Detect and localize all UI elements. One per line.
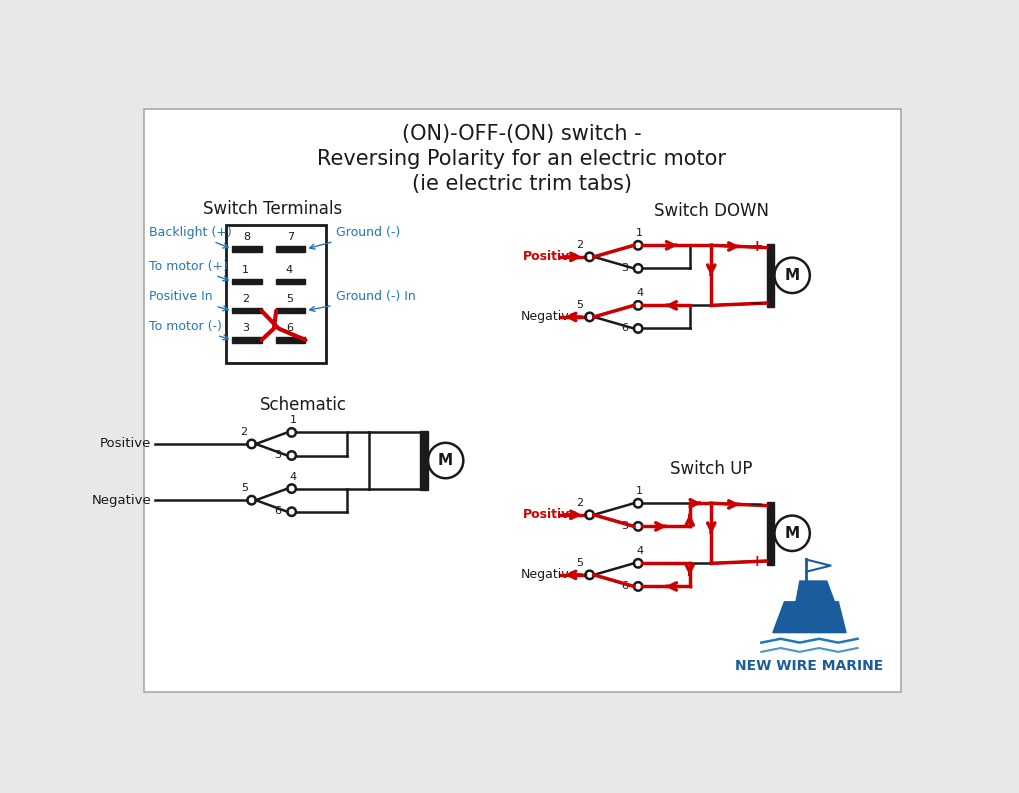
Text: 7: 7 xyxy=(287,232,294,242)
Text: +: + xyxy=(750,554,763,569)
Bar xyxy=(276,308,306,313)
Bar xyxy=(276,279,306,284)
Text: 1: 1 xyxy=(636,228,643,239)
Text: 5: 5 xyxy=(577,558,584,568)
Text: 6: 6 xyxy=(274,506,281,516)
Text: 5: 5 xyxy=(240,483,248,493)
Text: +: + xyxy=(750,239,763,255)
Bar xyxy=(766,502,774,565)
Text: Negative: Negative xyxy=(92,494,152,507)
Text: 2: 2 xyxy=(577,498,584,508)
Polygon shape xyxy=(796,581,835,602)
Text: 1: 1 xyxy=(242,265,249,274)
Text: NEW WIRE MARINE: NEW WIRE MARINE xyxy=(735,659,883,672)
Text: M: M xyxy=(785,526,800,541)
Text: 2: 2 xyxy=(242,294,249,304)
Text: 3: 3 xyxy=(274,450,281,460)
Text: 1: 1 xyxy=(636,486,643,496)
Text: 3: 3 xyxy=(622,520,628,531)
Text: −: − xyxy=(748,295,763,312)
Text: 6: 6 xyxy=(285,323,292,333)
Text: Switch DOWN: Switch DOWN xyxy=(654,202,768,220)
Text: 2: 2 xyxy=(577,240,584,250)
Text: 8: 8 xyxy=(244,232,251,242)
Text: (ON)-OFF-(ON) switch -: (ON)-OFF-(ON) switch - xyxy=(403,125,642,144)
Text: 4: 4 xyxy=(285,265,292,274)
Text: 3: 3 xyxy=(242,323,249,333)
Text: −: − xyxy=(748,496,763,514)
Text: Positive: Positive xyxy=(100,438,152,450)
Text: 4: 4 xyxy=(289,472,297,481)
Text: Switch UP: Switch UP xyxy=(671,461,752,478)
Bar xyxy=(420,431,428,490)
Text: 2: 2 xyxy=(240,427,248,437)
Text: Positive: Positive xyxy=(523,251,579,263)
Bar xyxy=(232,308,262,313)
Text: Positive: Positive xyxy=(523,508,579,521)
Bar xyxy=(276,247,306,252)
Text: M: M xyxy=(785,268,800,283)
Text: Negative: Negative xyxy=(521,310,577,324)
Text: To motor (-): To motor (-) xyxy=(149,320,228,339)
Text: 5: 5 xyxy=(285,294,292,304)
Text: 5: 5 xyxy=(577,300,584,310)
Text: (ie electric trim tabs): (ie electric trim tabs) xyxy=(412,174,632,193)
Bar xyxy=(276,337,306,343)
Bar xyxy=(232,337,262,343)
Text: Backlight (+): Backlight (+) xyxy=(149,226,232,248)
Text: 6: 6 xyxy=(622,323,628,333)
Text: To motor (+): To motor (+) xyxy=(149,259,228,281)
Bar xyxy=(226,224,326,363)
Polygon shape xyxy=(772,602,846,633)
Text: 4: 4 xyxy=(636,289,643,298)
Bar xyxy=(232,247,262,252)
Text: Ground (-): Ground (-) xyxy=(310,226,399,249)
Text: Switch Terminals: Switch Terminals xyxy=(203,200,342,218)
Bar xyxy=(766,243,774,307)
Text: Negative: Negative xyxy=(521,569,577,581)
Text: Reversing Polarity for an electric motor: Reversing Polarity for an electric motor xyxy=(317,149,727,169)
Text: Ground (-) In: Ground (-) In xyxy=(310,290,416,312)
Text: 3: 3 xyxy=(622,262,628,273)
Text: Positive In: Positive In xyxy=(149,290,228,311)
Text: M: M xyxy=(438,453,453,468)
Text: 6: 6 xyxy=(622,580,628,591)
Text: 4: 4 xyxy=(636,546,643,557)
Bar xyxy=(232,279,262,284)
Text: 1: 1 xyxy=(289,416,297,426)
Text: Schematic: Schematic xyxy=(260,396,346,415)
